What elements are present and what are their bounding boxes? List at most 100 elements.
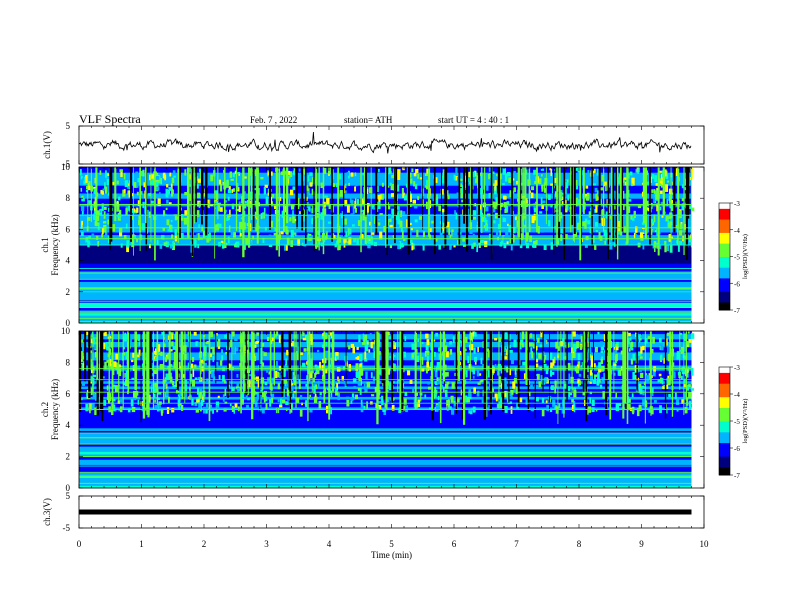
spectro-cell [88,181,91,186]
colorbar-segment [719,385,730,390]
sferic-streak [685,167,688,260]
spectro-cell [119,227,123,236]
colorbar-segment [719,288,730,292]
freq-band [79,302,692,306]
spectro-cell [444,389,448,398]
spectro-cell [262,362,265,367]
spectro-cell [103,224,107,233]
colorbar-segment [719,402,730,406]
sferic-streak [525,331,528,381]
spectro-cell [276,331,279,336]
spectro-cell [572,387,577,390]
spectro-cell [267,192,271,196]
spectro-cell [504,208,507,214]
spectro-cell [318,227,322,230]
spectro-cell [575,200,578,207]
spectro-cell [675,224,679,229]
spectro-cell [482,216,485,222]
spectro-cell [313,396,318,404]
spectro-cell [162,210,166,217]
spectro-cell [302,214,305,222]
spectro-cell [668,223,672,229]
spectro-cell [443,386,445,393]
colorbar-segment [719,377,730,381]
spectro-cell [260,353,263,359]
spectro-cell [222,394,225,402]
spectro-cell [196,210,200,217]
spectro-cell [448,406,452,409]
colorbar-segment [719,277,730,282]
colorbar-segment [719,227,730,231]
spectro-cell [173,175,176,178]
spectro-cell [641,228,644,233]
spectro-cell [382,408,386,412]
spectro-cell [502,222,506,230]
spectro-cell [326,388,330,391]
spectro-cell [118,368,122,377]
spectro-cell [140,191,143,195]
spectro-cell [105,342,110,350]
spectro-cell [596,190,599,194]
spectrogram-cells [79,167,695,324]
spectro-cell [94,346,97,350]
spectro-cell [280,231,284,235]
y-tick-label: 0 [66,318,71,328]
spectro-cell [603,372,606,379]
spectro-cell [590,359,595,367]
spectro-cell [228,225,231,233]
spectro-cell [606,203,609,208]
sferic-streak [242,331,245,379]
spectro-cell [602,236,605,245]
spectro-cell [667,378,671,386]
spectro-cell [425,344,429,351]
spectro-cell [405,405,409,413]
spectro-cell [303,242,307,247]
spectro-cell [309,237,312,241]
sferic-streak [111,331,114,415]
spectro-cell [143,201,146,210]
spectro-cell [540,331,544,338]
sferic-streak [322,167,325,255]
spectro-cell [86,185,88,190]
spectro-cell [217,223,220,230]
sferic-streak [536,167,538,233]
spectro-cell [623,177,627,180]
spectro-cell [646,181,649,185]
spectro-cell [253,171,256,174]
spectro-cell [459,229,462,235]
spectro-cell [360,399,363,405]
spectro-cell [449,234,452,238]
spectro-cell [436,194,438,201]
spectro-cell [163,174,167,179]
spectro-cell [224,380,226,384]
spectro-cell [681,195,685,199]
spectro-cell [541,409,545,417]
spectro-cell [311,217,315,221]
spectro-cell [92,377,95,386]
sferic-streak [139,167,141,252]
spectro-cell [488,193,491,199]
spectro-cell [457,176,460,181]
spectro-cell [613,206,617,210]
spectro-cell [355,363,359,370]
spectro-cell [684,333,687,342]
spectro-cell [127,408,131,413]
colorbar-segment [719,453,730,457]
spectro-cell [474,356,478,362]
spectro-cell [102,188,105,191]
spectro-cell [173,355,177,362]
spectro-cell [203,352,207,357]
spectro-cell [525,377,529,385]
spectro-cell [520,182,523,186]
y-axis-label-line: ch.3(V) [42,498,52,526]
spectro-cell [665,174,669,179]
spectro-cell [131,359,134,363]
colorbar-label: log(PSD)(V²/Hz) [742,399,749,444]
spectro-cell [507,172,511,177]
spectro-cell [273,233,277,236]
spectro-cell [327,238,330,243]
spectro-cell [493,201,497,210]
spectro-cell [540,226,544,233]
spectro-cell [165,241,169,248]
spectro-cell [102,376,105,379]
